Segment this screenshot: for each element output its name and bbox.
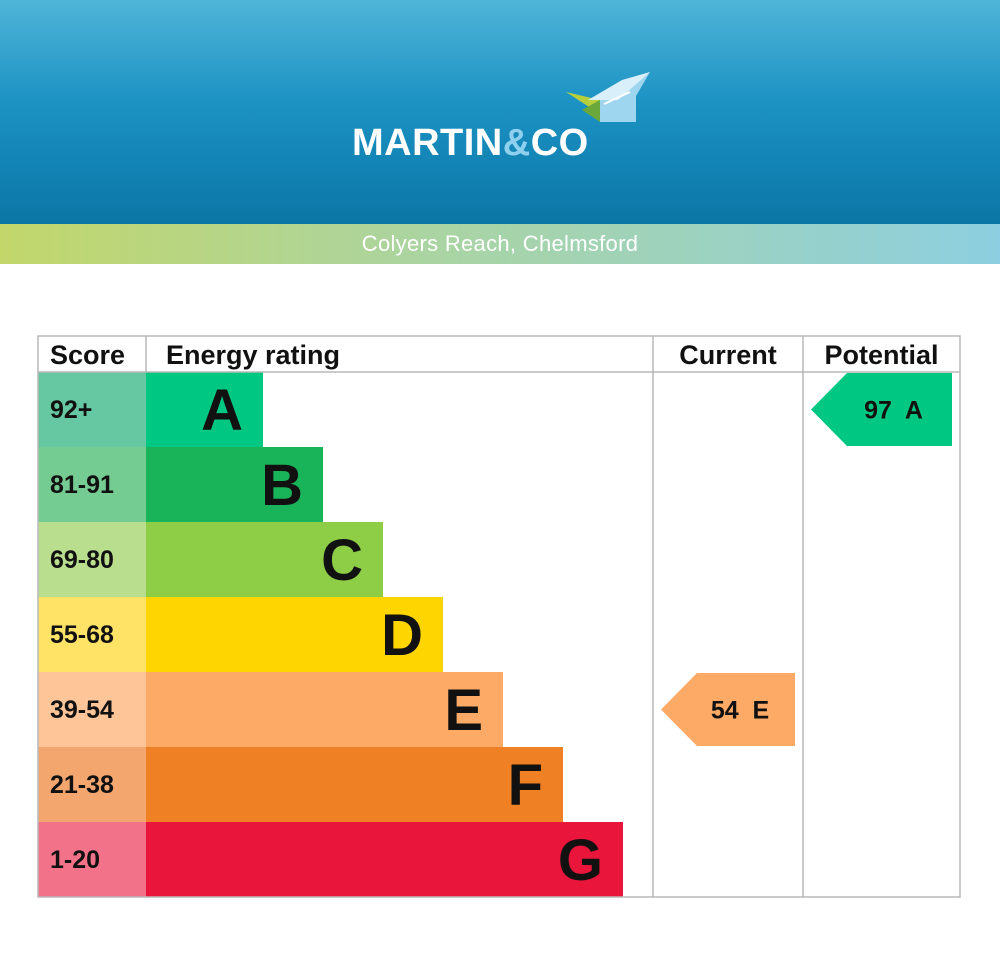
brand-main: MARTIN (352, 122, 503, 164)
rating-letter-g: G (558, 828, 603, 893)
rating-bar-b (146, 447, 323, 522)
column-header-1: Score (50, 340, 125, 370)
rating-letter-b: B (261, 453, 303, 518)
score-cell-b (38, 447, 146, 522)
score-label-e: 39-54 (50, 696, 114, 724)
rating-letter-c: C (321, 528, 363, 593)
score-cell-c (38, 522, 146, 597)
rating-bar-a (146, 372, 263, 447)
brand-end: CO (530, 122, 589, 164)
score-label-a: 92+ (50, 396, 92, 424)
rating-bar-c (146, 522, 383, 597)
location-bar: Colyers Reach, Chelmsford (0, 224, 1000, 264)
brand-logo-text: MARTIN&CO (352, 124, 589, 162)
score-label-b: 81-91 (50, 471, 114, 499)
header-banner: MARTIN&CO (0, 0, 1000, 224)
current-arrow (661, 673, 795, 746)
score-cell-d (38, 597, 146, 672)
score-cell-f (38, 747, 146, 822)
location-label: Colyers Reach, Chelmsford (361, 231, 639, 256)
rating-letter-a: A (201, 378, 243, 443)
score-label-g: 1-20 (50, 846, 100, 874)
column-header-2: Energy rating (166, 340, 340, 370)
score-cell-a (38, 372, 146, 447)
rating-bar-e (146, 672, 503, 747)
potential-rating-label: 97 A (864, 397, 923, 425)
column-header-4: Potential (824, 340, 938, 370)
score-label-c: 69-80 (50, 546, 114, 574)
rating-letter-f: F (508, 753, 543, 818)
rating-letter-d: D (381, 603, 423, 668)
column-header-3: Current (679, 340, 777, 370)
score-label-f: 21-38 (50, 771, 114, 799)
score-label-d: 55-68 (50, 621, 114, 649)
rating-bar-d (146, 597, 443, 672)
score-cell-e (38, 672, 146, 747)
score-cell-g (38, 822, 146, 897)
rating-letter-e: E (444, 678, 483, 743)
potential-arrow (811, 373, 952, 446)
rating-bar-f (146, 747, 563, 822)
table-border (37, 335, 961, 898)
current-rating-label: 54 E (711, 697, 769, 725)
rating-bar-g (146, 822, 623, 897)
brand-ampersand: & (502, 122, 531, 164)
house-roof-icon (566, 72, 650, 122)
